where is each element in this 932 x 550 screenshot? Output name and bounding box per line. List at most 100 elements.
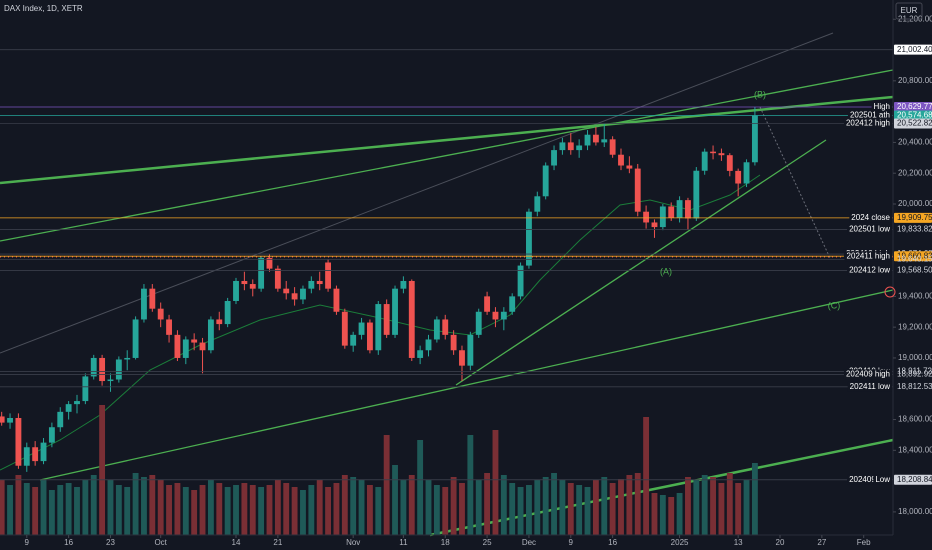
volume-bar (358, 480, 365, 535)
y-tick-label: 19,200.00 (898, 322, 932, 331)
volume-bar (350, 477, 357, 535)
volume-bar (333, 483, 340, 535)
candle-body (425, 339, 432, 351)
price-axis (893, 0, 932, 550)
volume-bar (526, 485, 532, 535)
volume-bar (500, 475, 507, 535)
volume-bar (693, 480, 700, 535)
volume-bar (224, 487, 231, 535)
chart-title: DAX Index, 1D, XETR (4, 4, 83, 13)
candle-body (659, 206, 666, 228)
volume-bar (392, 465, 398, 535)
level-name-bg (847, 110, 892, 121)
price-box (894, 102, 932, 113)
level-name: 202409 low (849, 475, 890, 484)
volume-bar (609, 483, 616, 535)
candle-body (274, 268, 281, 289)
y-tick-label: 19,000.00 (898, 353, 932, 362)
candle-body (743, 162, 750, 184)
annotation: (A) (660, 266, 672, 276)
volume-bar (23, 483, 30, 535)
level-name-bg (844, 251, 892, 262)
level-name-bg (847, 474, 892, 485)
volume-bar (90, 475, 97, 535)
candle-body (643, 211, 650, 223)
candle-body (383, 304, 390, 335)
volume-bar (383, 435, 390, 535)
volume-bar (15, 475, 22, 535)
volume-bar (467, 435, 474, 535)
volume-bar (74, 487, 80, 535)
candle-body (433, 319, 440, 340)
level-name: 202411 high (847, 251, 890, 260)
volume-bar (459, 483, 465, 535)
volume-bar (659, 495, 666, 535)
drawings (0, 32, 894, 537)
price-label: 20,574.68 (897, 111, 932, 120)
candle-body (174, 334, 181, 358)
candle-body (634, 168, 641, 212)
volume-bar (425, 480, 432, 535)
candle-body (166, 319, 172, 335)
level-name-bg (871, 102, 892, 113)
price-label: 20,629.77 (897, 102, 932, 111)
volume-bar (375, 487, 382, 535)
volume-bar (366, 485, 373, 535)
candle-body (333, 288, 340, 312)
candle-body (40, 442, 47, 462)
volume-bar (341, 475, 348, 535)
candle-body (609, 139, 616, 155)
volume-bar (517, 487, 524, 535)
volume-bar (241, 483, 248, 535)
volume-bar (207, 480, 214, 535)
volume-bar (65, 483, 72, 535)
candle-body (0, 416, 5, 423)
candle-body (115, 359, 122, 380)
candle-body (300, 288, 306, 300)
candle-body (124, 357, 131, 360)
level-name-bg (873, 474, 892, 485)
candle-body (7, 417, 13, 423)
candle-body (509, 296, 516, 312)
candle-body (375, 304, 382, 351)
candle-body (366, 322, 373, 351)
price-label: 18,812.53 (897, 382, 932, 391)
candle-body (710, 151, 716, 154)
volume-bar (191, 490, 198, 535)
x-tick-label: 18 (441, 538, 450, 547)
volume-bar (82, 480, 89, 535)
volume-bar (534, 480, 541, 535)
price-box (894, 251, 932, 262)
volume-bar (249, 485, 256, 535)
candle-body (576, 145, 583, 151)
x-tick-label: 20 (776, 538, 785, 547)
candle-body (157, 308, 164, 320)
x-tick-label: 13 (734, 538, 743, 547)
price-label: 19,909.75 (897, 213, 932, 222)
volume-bar (99, 405, 106, 535)
volume-bar (199, 485, 206, 535)
candle-body (141, 288, 147, 320)
volume-bar (576, 485, 583, 535)
price-label: 18,911.72 (897, 367, 932, 376)
price-label: 19,568.50 (897, 266, 932, 275)
volume-bar (124, 487, 131, 535)
candle-body (668, 206, 675, 219)
candle-body (74, 401, 80, 405)
volume-bar (316, 480, 323, 535)
volume-bar (149, 475, 156, 535)
volume-bar (157, 480, 164, 535)
candle-body (308, 280, 315, 289)
candle-body (149, 288, 156, 309)
volume-bar (408, 475, 415, 535)
x-tick-label: 11 (399, 538, 408, 547)
candle-body (233, 280, 239, 301)
price-box (894, 474, 932, 485)
x-tick-label: Dec (522, 538, 536, 547)
candle-body (341, 311, 348, 346)
volume-bar (216, 483, 223, 535)
volume-bar (751, 463, 758, 535)
volume-bar (132, 473, 139, 535)
volume-bar (233, 485, 239, 535)
volume-bar (450, 477, 457, 535)
